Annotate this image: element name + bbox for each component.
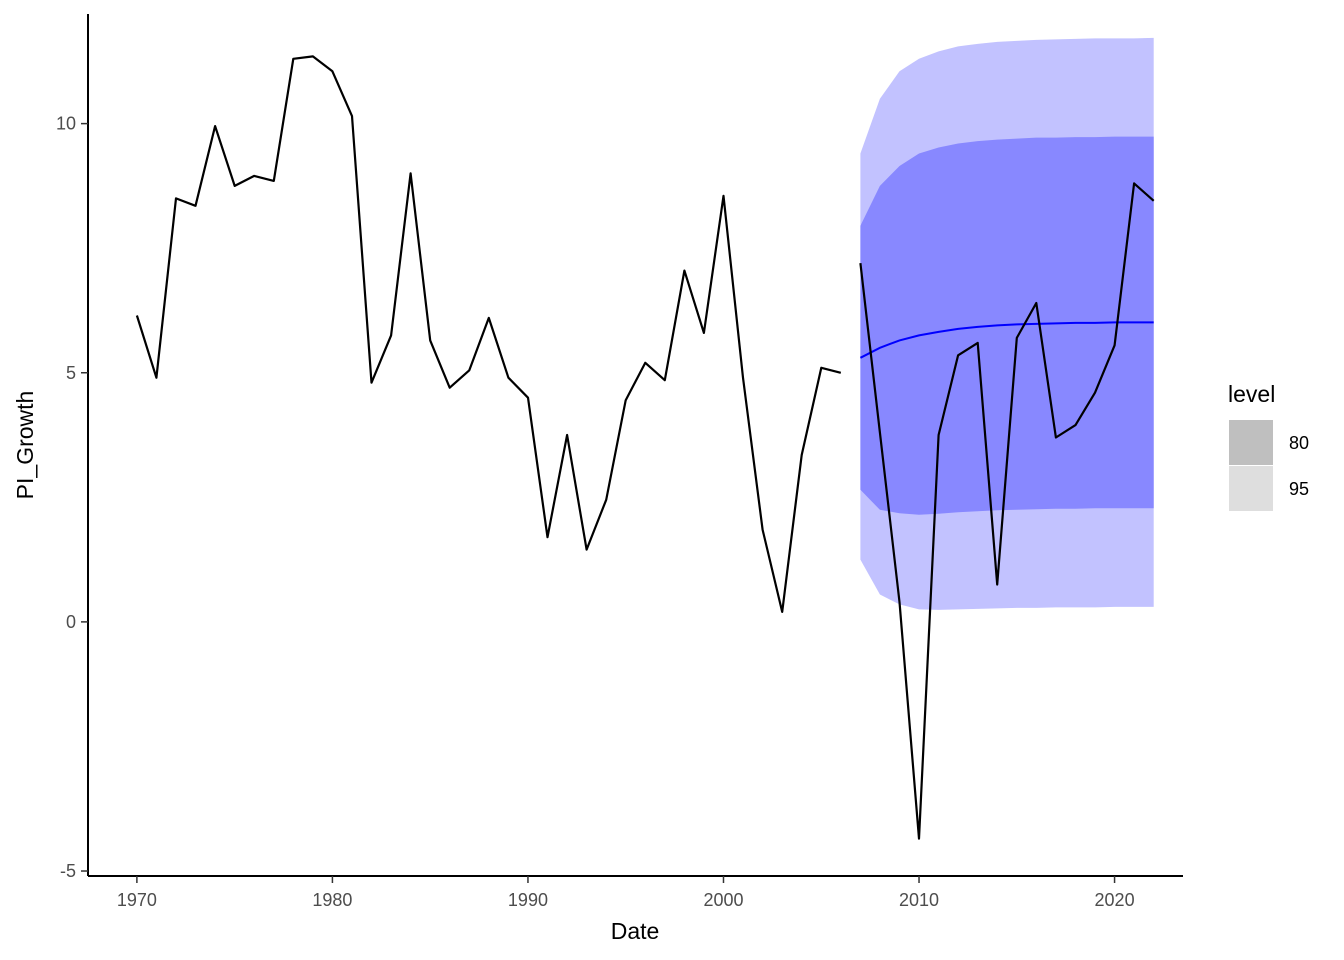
x-ticks: 1970 1980 1990 2000 2010 2020 (117, 876, 1135, 910)
y-ticks: -5 0 5 10 (56, 114, 88, 881)
observed-line-1 (135, 55, 842, 614)
x-tick-label: 1980 (312, 890, 352, 910)
legend-title: level (1228, 381, 1275, 407)
x-tick-label: 2010 (899, 890, 939, 910)
x-tick-label: 1970 (117, 890, 157, 910)
y-tick-label: -5 (60, 861, 76, 881)
series-lines (135, 55, 1155, 840)
legend: level 80 95 (1228, 381, 1309, 511)
x-tick-label: 2020 (1095, 890, 1135, 910)
x-axis-title: Date (611, 918, 660, 944)
x-tick-label: 1990 (508, 890, 548, 910)
y-tick-label: 10 (56, 114, 76, 134)
observed-line-2 (859, 182, 1155, 840)
y-axis-title: PI_Growth (12, 391, 38, 500)
y-tick-label: 5 (66, 363, 76, 383)
legend-key-95 (1229, 466, 1273, 511)
y-tick-label: 0 (66, 612, 76, 632)
legend-label-80: 80 (1289, 433, 1309, 453)
legend-key-80 (1229, 420, 1273, 465)
axes (87, 14, 1183, 877)
x-tick-label: 2000 (703, 890, 743, 910)
forecast-mean-line (859, 321, 1154, 359)
legend-label-95: 95 (1289, 479, 1309, 499)
